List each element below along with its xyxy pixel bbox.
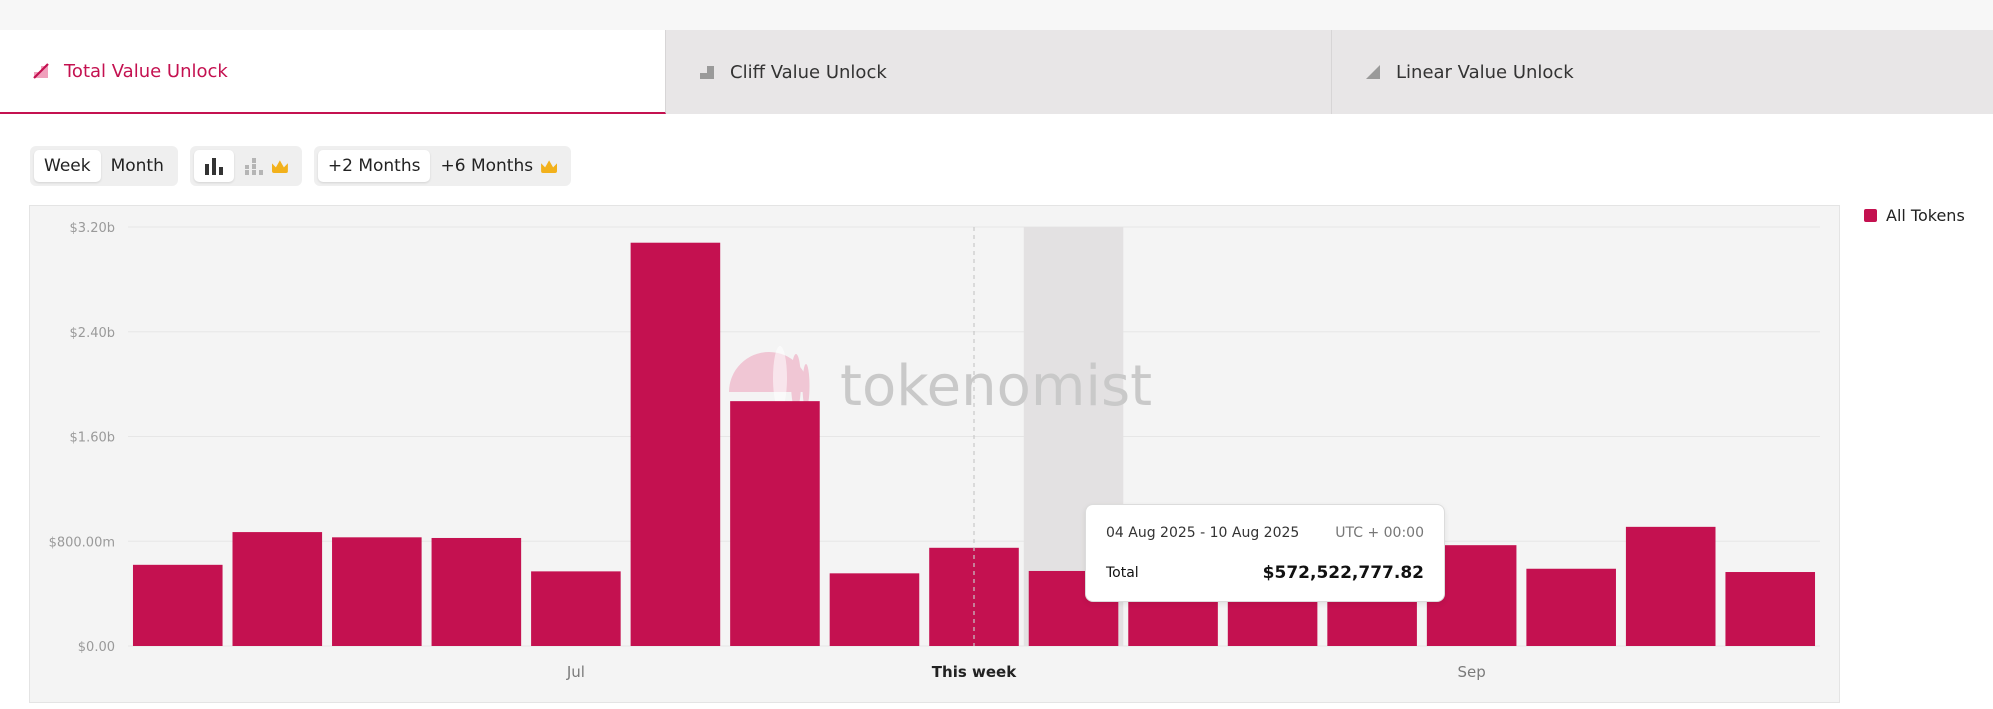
bar-chart-button[interactable] bbox=[193, 150, 234, 182]
range-toggle: +2 Months +6 Months bbox=[313, 146, 572, 186]
legend-label: All Tokens bbox=[1886, 206, 1965, 225]
tooltip-total-label: Total bbox=[1106, 565, 1139, 581]
plus-2-months-button[interactable]: +2 Months bbox=[317, 150, 431, 182]
y-tick-label: $3.20b bbox=[70, 221, 115, 236]
bar[interactable] bbox=[232, 532, 323, 646]
chart-type-toggle bbox=[189, 146, 302, 186]
tab-total-value-unlock[interactable]: Total Value Unlock bbox=[0, 30, 666, 114]
bar[interactable] bbox=[1725, 572, 1816, 646]
chart-tooltip: 04 Aug 2025 - 10 Aug 2025 UTC + 00:00 To… bbox=[1085, 504, 1445, 602]
month-button[interactable]: Month bbox=[110, 156, 164, 176]
linear-ramp-icon bbox=[1366, 65, 1380, 79]
chart-legend[interactable]: All Tokens bbox=[1864, 206, 1965, 225]
tooltip-total-value: $572,522,777.82 bbox=[1262, 563, 1424, 583]
y-tick-label: $0.00 bbox=[78, 640, 115, 655]
chart-controls: Week Month +2 Months +6 Months bbox=[30, 146, 572, 186]
tab-cliff-value-unlock[interactable]: Cliff Value Unlock bbox=[666, 30, 1332, 114]
watermark-text: tokenomist bbox=[840, 354, 1152, 419]
tab-label: Cliff Value Unlock bbox=[730, 61, 887, 83]
total-unlock-icon bbox=[33, 63, 49, 79]
bar[interactable] bbox=[829, 573, 920, 646]
legend-swatch bbox=[1864, 209, 1877, 222]
x-tick-label: This week bbox=[932, 663, 1017, 681]
cliff-step-icon bbox=[700, 66, 714, 79]
bar[interactable] bbox=[730, 401, 820, 646]
bar[interactable] bbox=[332, 537, 422, 646]
bar[interactable] bbox=[630, 242, 721, 646]
tab-linear-value-unlock[interactable]: Linear Value Unlock bbox=[1332, 30, 1993, 114]
bar[interactable] bbox=[1526, 568, 1616, 646]
y-tick-label: $2.40b bbox=[70, 326, 115, 341]
tooltip-date-range: 04 Aug 2025 - 10 Aug 2025 bbox=[1106, 525, 1300, 541]
x-tick-label: Jul bbox=[566, 663, 585, 681]
week-button[interactable]: Week bbox=[34, 150, 101, 182]
tab-label: Total Value Unlock bbox=[64, 60, 228, 82]
plus-6-months-label: +6 Months bbox=[440, 156, 534, 176]
bar[interactable] bbox=[531, 571, 621, 646]
tooltip-timezone: UTC + 00:00 bbox=[1335, 525, 1424, 541]
unlock-tabs: Total Value Unlock Cliff Value Unlock Li… bbox=[0, 30, 1993, 114]
y-tick-label: $1.60b bbox=[70, 431, 115, 446]
stacked-chart-button[interactable] bbox=[234, 150, 298, 182]
x-tick-label: Sep bbox=[1458, 663, 1486, 681]
tab-label: Linear Value Unlock bbox=[1396, 61, 1574, 83]
bar-chart-icon bbox=[204, 158, 223, 175]
y-tick-label: $800.00m bbox=[49, 535, 115, 550]
tokenomist-watermark: tokenomist bbox=[729, 346, 1152, 419]
period-toggle: Week Month bbox=[30, 146, 178, 186]
plus-6-months-button[interactable]: +6 Months bbox=[430, 150, 567, 182]
bar[interactable] bbox=[431, 537, 522, 646]
bar[interactable] bbox=[132, 564, 223, 646]
bar[interactable] bbox=[1625, 526, 1716, 646]
stacked-bar-chart-icon bbox=[244, 158, 263, 175]
